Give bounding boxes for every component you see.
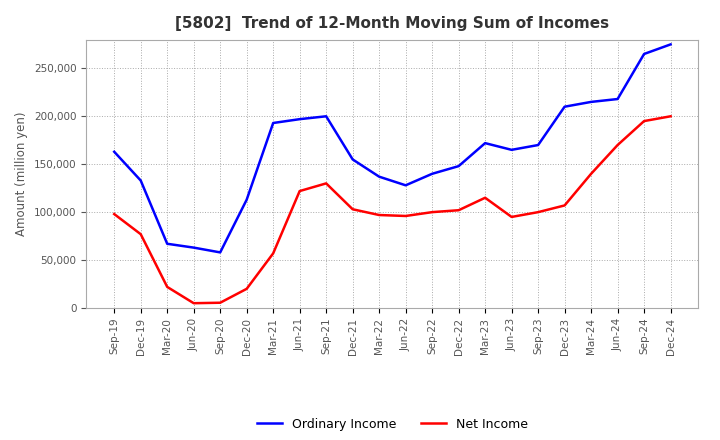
Net Income [269, 251, 277, 256]
Ordinary Income [640, 51, 649, 57]
Ordinary Income [613, 96, 622, 102]
Ordinary Income [666, 42, 675, 47]
Net Income [401, 213, 410, 219]
Ordinary Income [216, 250, 225, 255]
Ordinary Income [560, 104, 569, 109]
Line: Ordinary Income: Ordinary Income [114, 44, 670, 253]
Title: [5802]  Trend of 12-Month Moving Sum of Incomes: [5802] Trend of 12-Month Moving Sum of I… [176, 16, 609, 32]
Net Income [322, 181, 330, 186]
Net Income [454, 208, 463, 213]
Net Income [295, 188, 304, 194]
Ordinary Income [401, 183, 410, 188]
Ordinary Income [322, 114, 330, 119]
Legend: Ordinary Income, Net Income: Ordinary Income, Net Income [257, 418, 528, 431]
Net Income [534, 209, 542, 215]
Net Income [587, 171, 595, 176]
Net Income [613, 143, 622, 148]
Ordinary Income [189, 245, 198, 250]
Net Income [136, 231, 145, 237]
Net Income [189, 301, 198, 306]
Net Income [375, 213, 384, 218]
Ordinary Income [110, 149, 119, 154]
Net Income [216, 300, 225, 305]
Net Income [560, 203, 569, 208]
Ordinary Income [454, 164, 463, 169]
Net Income [110, 211, 119, 216]
Ordinary Income [136, 178, 145, 183]
Ordinary Income [348, 157, 357, 162]
Ordinary Income [428, 171, 436, 176]
Ordinary Income [243, 197, 251, 202]
Ordinary Income [269, 121, 277, 126]
Net Income [640, 118, 649, 124]
Ordinary Income [587, 99, 595, 105]
Ordinary Income [534, 143, 542, 148]
Net Income [163, 284, 171, 290]
Net Income [428, 209, 436, 215]
Line: Net Income: Net Income [114, 116, 670, 303]
Net Income [666, 114, 675, 119]
Ordinary Income [508, 147, 516, 153]
Net Income [243, 286, 251, 291]
Ordinary Income [163, 241, 171, 246]
Net Income [481, 195, 490, 200]
Ordinary Income [375, 174, 384, 180]
Ordinary Income [295, 117, 304, 122]
Net Income [348, 207, 357, 212]
Y-axis label: Amount (million yen): Amount (million yen) [16, 112, 29, 236]
Ordinary Income [481, 140, 490, 146]
Net Income [508, 214, 516, 220]
